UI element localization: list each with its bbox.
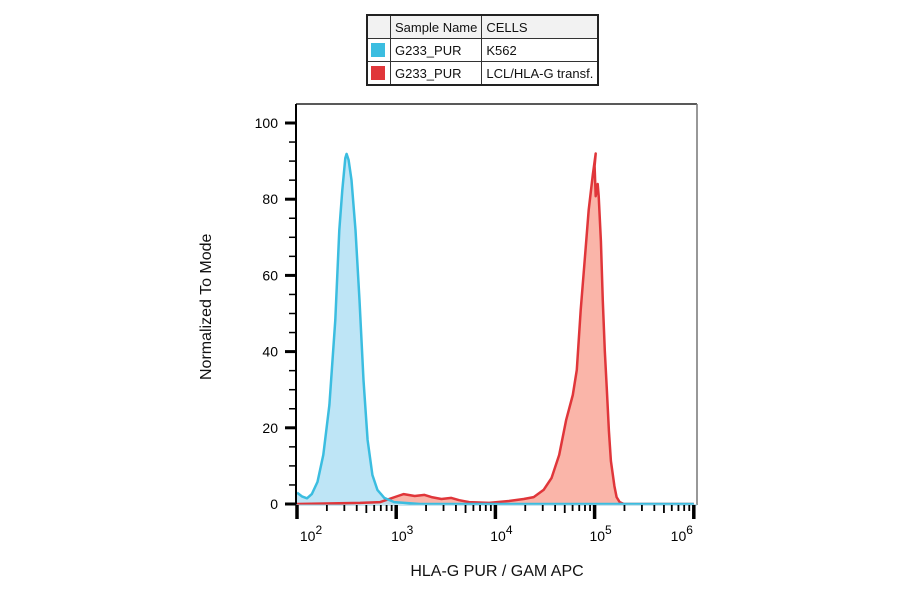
y-tick-label: 40 <box>262 344 278 360</box>
red-histogram-line <box>296 152 694 506</box>
blue-histogram-fill <box>297 153 694 504</box>
legend-sample-name: G233_PUR <box>389 61 483 86</box>
legend-sample-name: G233_PUR <box>389 38 483 62</box>
x-axis-ticks: 102 103 104 105 106 <box>295 505 696 544</box>
legend-header-swatch <box>366 14 391 39</box>
y-tick-label: 20 <box>262 420 278 436</box>
x-tick-label: 104 <box>490 523 513 544</box>
legend-header-cells: CELLS <box>481 14 599 39</box>
y-tick-label: 0 <box>270 496 278 512</box>
x-tick-label: 105 <box>589 523 612 544</box>
y-tick-label: 80 <box>262 191 278 207</box>
x-tick-label: 102 <box>300 523 323 544</box>
legend-row: G233_PUR K562 <box>366 38 599 62</box>
legend-cells: K562 <box>481 38 599 62</box>
legend-row: G233_PUR LCL/HLA-G transf. <box>366 61 599 86</box>
y-axis-ticks: 0 20 40 60 80 100 <box>255 115 296 512</box>
x-axis-label-container: HLA-G PUR / GAM APC <box>0 563 900 581</box>
legend-swatch-cell <box>366 61 391 86</box>
x-tick-label: 103 <box>391 523 414 544</box>
legend-table: Sample Name CELLS G233_PUR K562 G233_PUR… <box>366 14 600 86</box>
x-tick-label: 106 <box>671 523 694 544</box>
legend-cells: LCL/HLA-G transf. <box>481 61 599 86</box>
y-tick-label: 100 <box>255 115 279 131</box>
legend-swatch-blue <box>371 43 385 57</box>
legend-header-row: Sample Name CELLS <box>366 14 599 39</box>
red-histogram-fill <box>297 153 694 504</box>
y-tick-label: 60 <box>262 267 278 283</box>
x-axis-label: HLA-G PUR / GAM APC <box>410 563 584 580</box>
y-axis-label: Normalized To Mode <box>198 233 215 380</box>
legend-swatch-red <box>371 66 385 80</box>
blue-histogram-line <box>296 152 694 506</box>
